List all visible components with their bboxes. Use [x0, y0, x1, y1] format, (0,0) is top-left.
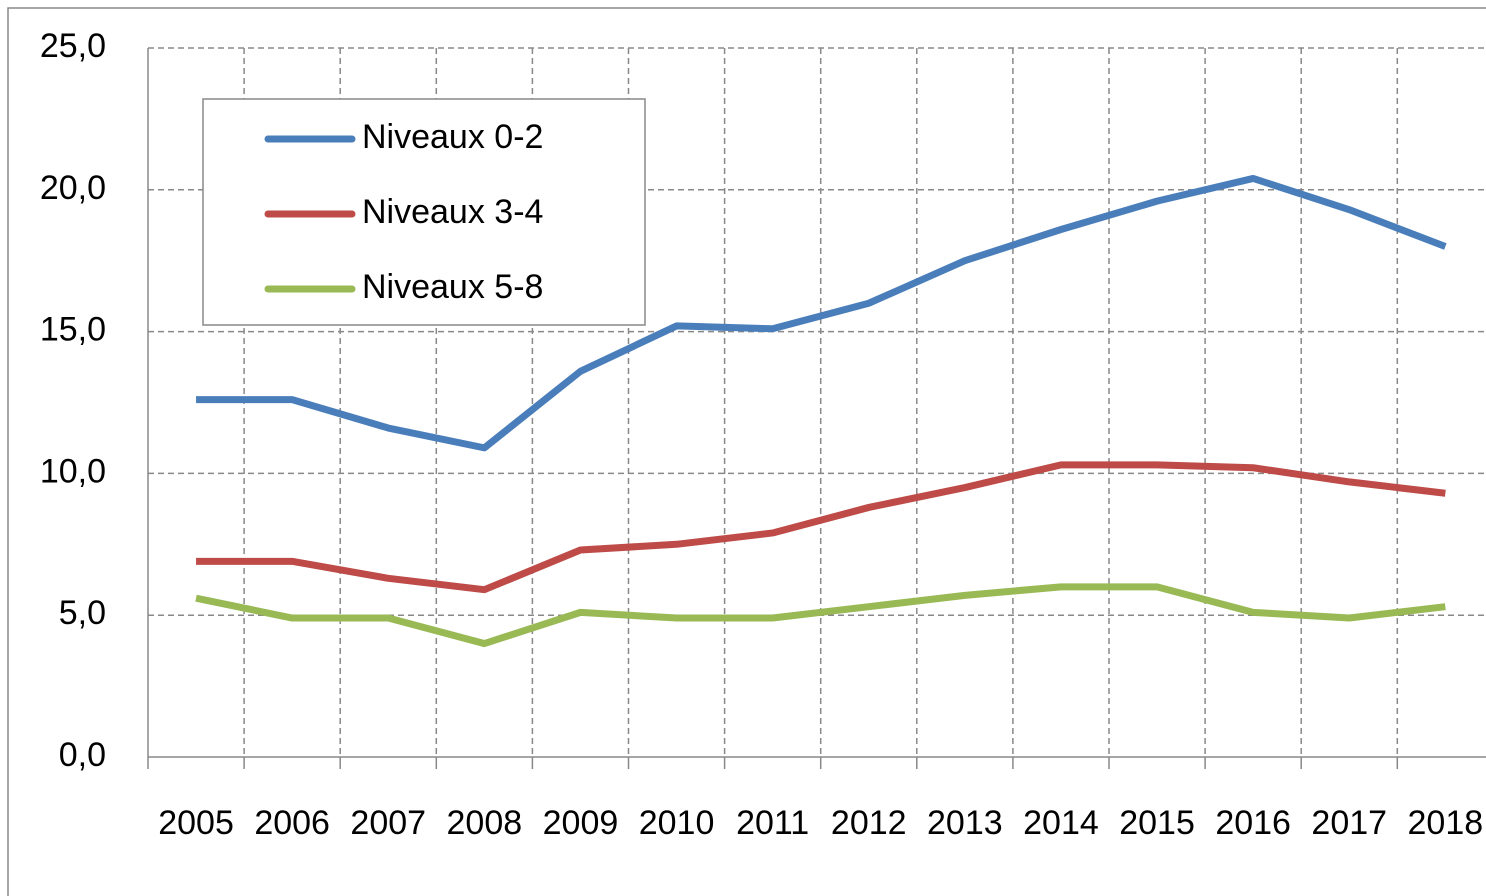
- x-tick-label: 2014: [1023, 804, 1099, 842]
- x-tick-label: 2017: [1311, 804, 1387, 842]
- series-line: [196, 461, 1446, 594]
- x-tick-label: 2013: [927, 804, 1003, 842]
- y-tick-label: 20,0: [40, 169, 106, 207]
- y-tick-label: 25,0: [40, 27, 106, 65]
- x-tick-label: 2009: [543, 804, 619, 842]
- x-tick-label: 2008: [447, 804, 523, 842]
- y-tick-label: 0,0: [59, 736, 106, 774]
- y-tick-label: 15,0: [40, 311, 106, 349]
- y-tick-label: 5,0: [59, 594, 106, 632]
- x-tick-label: 2006: [254, 804, 330, 842]
- x-tick-label: 2018: [1408, 804, 1484, 842]
- x-tick-label: 2012: [831, 804, 907, 842]
- legend-label: Niveaux 3-4: [362, 193, 543, 231]
- x-tick-label: 2005: [158, 804, 234, 842]
- legend-label: Niveaux 0-2: [362, 118, 543, 156]
- legend-label: Niveaux 5-8: [362, 268, 543, 306]
- x-tick-label: 2011: [736, 804, 809, 842]
- series-line: [196, 174, 1447, 452]
- x-tick-label: 2007: [350, 804, 426, 842]
- series-line: [195, 583, 1446, 648]
- y-tick-label: 10,0: [40, 452, 106, 490]
- x-tick-label: 2010: [639, 804, 715, 842]
- x-tick-label: 2015: [1119, 804, 1195, 842]
- x-tick-label: 2016: [1215, 804, 1291, 842]
